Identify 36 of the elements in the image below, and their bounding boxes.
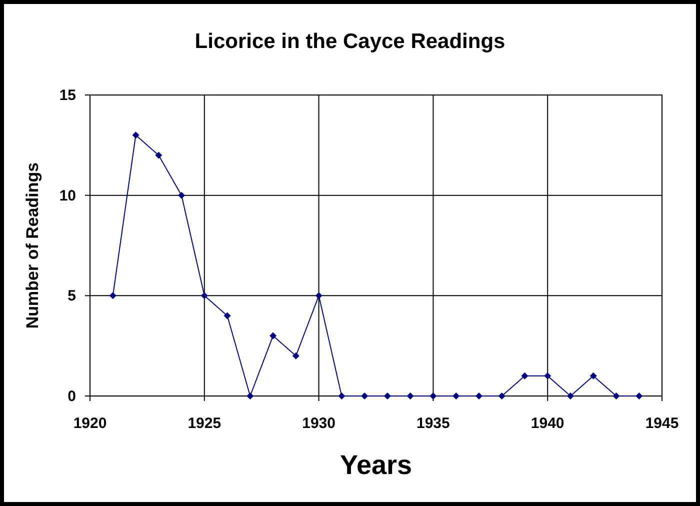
point — [406, 392, 414, 400]
x-tick-label: 1940 — [530, 415, 564, 432]
x-tick-label: 1945 — [645, 415, 679, 432]
point — [452, 392, 460, 400]
point — [246, 392, 254, 400]
point — [521, 372, 528, 380]
x-tick-label: 1920 — [73, 415, 107, 432]
y-axis-title: Number of Readings — [23, 162, 42, 329]
point — [475, 392, 482, 400]
point — [384, 392, 391, 400]
point — [292, 352, 300, 360]
point — [636, 392, 643, 400]
point — [200, 292, 208, 300]
x-tick-label: 1930 — [302, 415, 336, 432]
point — [224, 312, 231, 320]
point — [178, 192, 186, 199]
point — [498, 392, 506, 400]
point — [590, 372, 597, 380]
point — [361, 392, 368, 400]
y-tick-label: 0 — [68, 388, 76, 405]
point — [566, 392, 574, 400]
chart-title: Licorice in the Cayce Readings — [194, 30, 506, 53]
x-tick-label: 1925 — [188, 415, 222, 432]
y-tick-label: 10 — [59, 187, 76, 204]
point — [338, 392, 346, 400]
x-tick-label: 1935 — [416, 415, 450, 432]
point — [315, 292, 322, 300]
point — [544, 372, 552, 380]
point — [132, 132, 140, 139]
point — [155, 152, 162, 159]
y-tick-label: 5 — [68, 288, 76, 305]
point — [109, 292, 116, 300]
point — [612, 392, 620, 400]
x-axis-title: Years — [340, 450, 412, 480]
y-tick-label: 15 — [59, 87, 76, 104]
point — [270, 332, 277, 340]
